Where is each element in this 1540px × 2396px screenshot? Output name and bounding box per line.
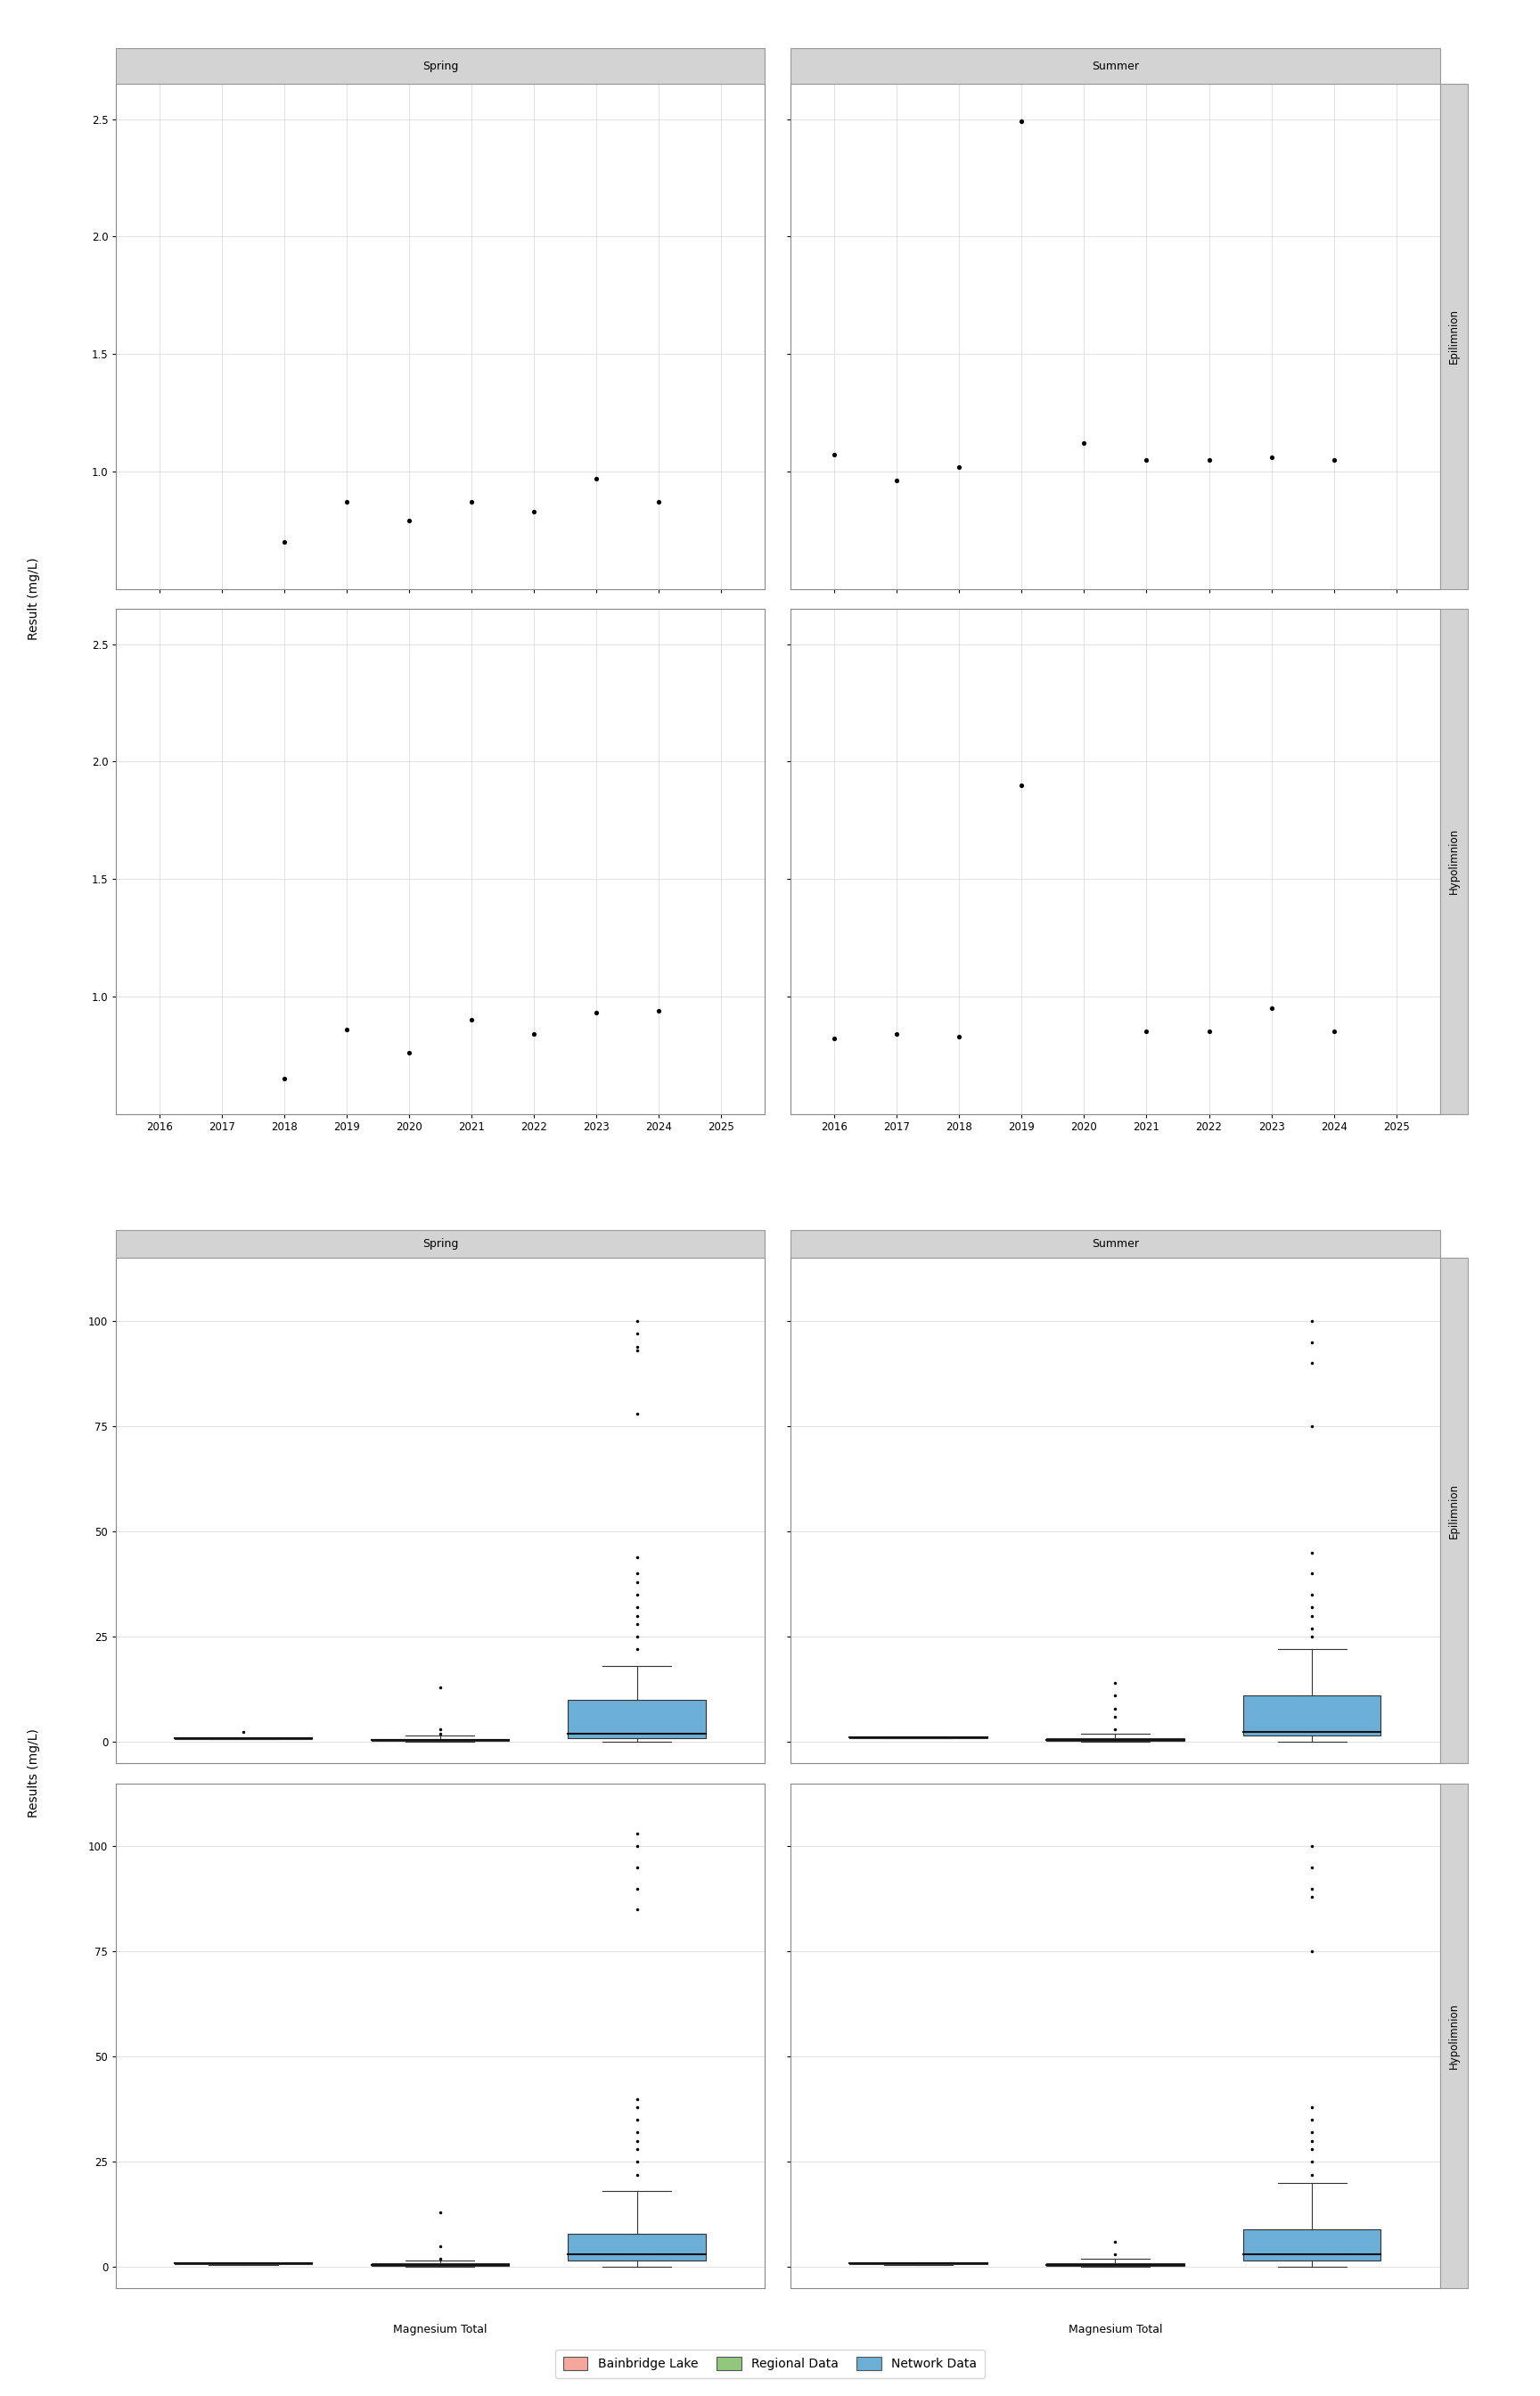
Point	[884, 1016, 909, 1054]
Bar	[1243, 2228, 1381, 2262]
Text: Result (mg/L): Result (mg/L)	[28, 558, 40, 640]
Text: Summer: Summer	[1092, 72, 1140, 84]
Point	[822, 1021, 847, 1059]
Point	[397, 501, 422, 539]
Point	[647, 992, 671, 1030]
Text: Comparison with Network Data: Comparison with Network Data	[116, 1229, 397, 1246]
Point	[584, 460, 608, 498]
Point	[522, 1016, 547, 1054]
Point	[271, 522, 296, 561]
Point	[1009, 103, 1033, 141]
Point	[947, 448, 972, 486]
Text: Magnesium Total: Magnesium Total	[116, 55, 268, 72]
Text: Spring: Spring	[422, 72, 457, 84]
Text: Spring: Spring	[422, 1239, 457, 1251]
Text: Hypolimnion: Hypolimnion	[1448, 2003, 1460, 2068]
Text: Summer: Summer	[1092, 60, 1140, 72]
Point	[1197, 441, 1221, 479]
Point	[1260, 990, 1284, 1028]
Point	[334, 482, 359, 520]
Point	[1260, 438, 1284, 477]
Point	[1321, 1014, 1346, 1052]
Point	[334, 1011, 359, 1049]
Text: Magnesium Total: Magnesium Total	[393, 2324, 487, 2336]
Text: Hypolimnion: Hypolimnion	[1448, 829, 1460, 894]
Point	[271, 1059, 296, 1097]
Point	[459, 1002, 484, 1040]
Bar	[1047, 2262, 1184, 2267]
Point	[884, 462, 909, 501]
Point	[584, 994, 608, 1033]
Text: Magnesium Total: Magnesium Total	[1069, 2324, 1163, 2336]
Point	[822, 436, 847, 474]
Legend: Bainbridge Lake, Regional Data, Network Data: Bainbridge Lake, Regional Data, Network …	[556, 2350, 984, 2377]
Bar	[371, 2264, 508, 2267]
Text: Epilimnion: Epilimnion	[1448, 1483, 1460, 1538]
Text: Results (mg/L): Results (mg/L)	[28, 1728, 40, 1819]
Text: Epilimnion: Epilimnion	[1448, 309, 1460, 364]
Point	[1197, 1014, 1221, 1052]
Point	[947, 1018, 972, 1057]
Point	[647, 482, 671, 520]
Text: Summer: Summer	[1092, 1239, 1140, 1251]
Text: Spring: Spring	[422, 60, 457, 72]
Bar	[568, 1699, 705, 1737]
Point	[1133, 1014, 1158, 1052]
Point	[1321, 441, 1346, 479]
Point	[1072, 424, 1096, 462]
Point	[459, 482, 484, 520]
Bar	[568, 2233, 705, 2262]
Point	[522, 491, 547, 530]
Point	[397, 1033, 422, 1071]
Point	[1133, 441, 1158, 479]
Bar	[1047, 1737, 1184, 1742]
Bar	[1243, 1696, 1381, 1735]
Point	[1009, 767, 1033, 805]
